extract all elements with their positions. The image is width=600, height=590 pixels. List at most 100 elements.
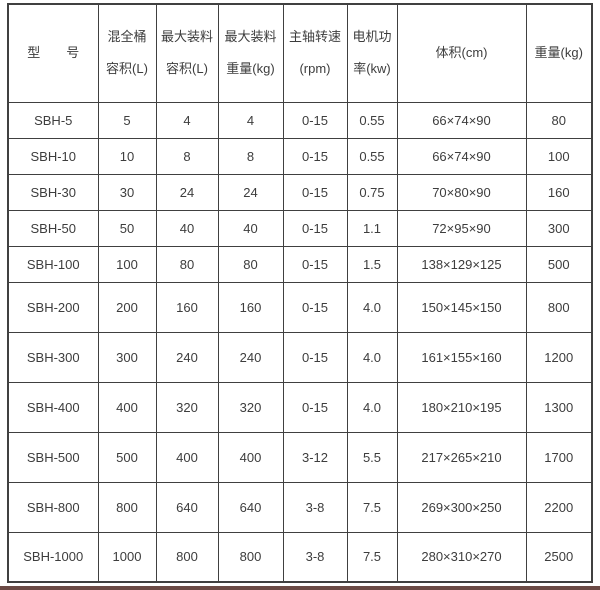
header-label: 重量(kg): [534, 44, 583, 60]
table-cell: 640: [217, 481, 284, 533]
table-cell: 24: [155, 173, 219, 211]
table-cell: 800: [525, 281, 593, 333]
table-cell: 0-15: [282, 137, 348, 175]
header-label: (rpm): [299, 60, 331, 76]
table-cell: 7.5: [346, 481, 398, 533]
table-row: SBH-10 10 8 8 0-15 0.55 66×74×90 100: [7, 137, 593, 175]
column-header-motor-power: 电机功 率(kw): [346, 3, 398, 103]
table-cell: 269×300×250: [396, 481, 527, 533]
table-cell: 8: [155, 137, 219, 175]
spec-table: 型 号 混全桶 容积(L) 最大装料 容积(L) 最大装料 重量(kg) 主轴转…: [7, 3, 593, 583]
table-cell: 4.0: [346, 281, 398, 333]
table-cell: 1000: [97, 531, 157, 583]
table-row: SBH-1000 1000 800 800 3-8 7.5 280×310×27…: [7, 531, 593, 583]
column-header-model: 型 号: [7, 3, 99, 103]
table-body: SBH-5 5 4 4 0-15 0.55 66×74×90 80 SBH-10…: [7, 101, 593, 583]
table-cell: 50: [97, 209, 157, 247]
table-cell: 8: [217, 137, 284, 175]
table-cell: 1.5: [346, 245, 398, 283]
column-header-barrel-volume: 混全桶 容积(L): [97, 3, 157, 103]
table-cell: 400: [217, 431, 284, 483]
table-cell: 0-15: [282, 331, 348, 383]
table-cell: 4.0: [346, 331, 398, 383]
table-row: SBH-100 100 80 80 0-15 1.5 138×129×125 5…: [7, 245, 593, 283]
model-cell: SBH-500: [7, 431, 99, 483]
table-cell: 160: [525, 173, 593, 211]
table-cell: 3-8: [282, 531, 348, 583]
table-cell: 70×80×90: [396, 173, 527, 211]
header-label: 容积(L): [166, 60, 208, 76]
header-label: 主轴转速: [288, 28, 341, 44]
table-cell: 100: [525, 137, 593, 175]
model-cell: SBH-100: [7, 245, 99, 283]
header-label: 型 号: [27, 44, 80, 60]
table-cell: 0-15: [282, 245, 348, 283]
header-label: 电机功: [352, 28, 392, 44]
table-row: SBH-800 800 640 640 3-8 7.5 269×300×250 …: [7, 481, 593, 533]
table-cell: 217×265×210: [396, 431, 527, 483]
table-cell: 2200: [525, 481, 593, 533]
column-header-max-load-weight: 最大装料 重量(kg): [217, 3, 284, 103]
header-label: 混全桶: [107, 28, 147, 44]
table-cell: 40: [155, 209, 219, 247]
table-cell: 180×210×195: [396, 381, 527, 433]
table-cell: 0-15: [282, 101, 348, 139]
table-cell: 80: [155, 245, 219, 283]
table-cell: 10: [97, 137, 157, 175]
model-cell: SBH-1000: [7, 531, 99, 583]
table-cell: 150×145×150: [396, 281, 527, 333]
table-cell: 320: [217, 381, 284, 433]
table-cell: 160: [217, 281, 284, 333]
table-cell: 400: [155, 431, 219, 483]
table-cell: 1200: [525, 331, 593, 383]
table-cell: 5.5: [346, 431, 398, 483]
table-cell: 0-15: [282, 209, 348, 247]
table-cell: 0.55: [346, 137, 398, 175]
table-cell: 200: [97, 281, 157, 333]
table-cell: 30: [97, 173, 157, 211]
bottom-edge-bar: [0, 586, 600, 590]
table-cell: 138×129×125: [396, 245, 527, 283]
model-cell: SBH-5: [7, 101, 99, 139]
table-row: SBH-30 30 24 24 0-15 0.75 70×80×90 160: [7, 173, 593, 211]
table-cell: 5: [97, 101, 157, 139]
table-cell: 100: [97, 245, 157, 283]
header-label: 容积(L): [106, 60, 148, 76]
table-cell: 500: [525, 245, 593, 283]
table-cell: 3-12: [282, 431, 348, 483]
model-cell: SBH-10: [7, 137, 99, 175]
header-row: 型 号 混全桶 容积(L) 最大装料 容积(L) 最大装料 重量(kg) 主轴转…: [7, 3, 593, 103]
table-cell: 80: [525, 101, 593, 139]
table-cell: 24: [217, 173, 284, 211]
header-label: 体积(cm): [435, 44, 488, 60]
column-header-weight: 重量(kg): [525, 3, 593, 103]
table-row: SBH-200 200 160 160 0-15 4.0 150×145×150…: [7, 281, 593, 333]
model-cell: SBH-800: [7, 481, 99, 533]
header-label: 重量(kg): [226, 60, 275, 76]
table-cell: 2500: [525, 531, 593, 583]
table-cell: 4.0: [346, 381, 398, 433]
table-cell: 1300: [525, 381, 593, 433]
column-header-dimensions: 体积(cm): [396, 3, 527, 103]
table-cell: 0.75: [346, 173, 398, 211]
model-cell: SBH-30: [7, 173, 99, 211]
table-cell: 40: [217, 209, 284, 247]
column-header-spindle-speed: 主轴转速 (rpm): [282, 3, 348, 103]
table-cell: 4: [155, 101, 219, 139]
table-row: SBH-400 400 320 320 0-15 4.0 180×210×195…: [7, 381, 593, 433]
column-header-max-load-volume: 最大装料 容积(L): [155, 3, 219, 103]
model-cell: SBH-300: [7, 331, 99, 383]
table-cell: 72×95×90: [396, 209, 527, 247]
table-cell: 240: [155, 331, 219, 383]
table-row: SBH-5 5 4 4 0-15 0.55 66×74×90 80: [7, 101, 593, 139]
table-cell: 66×74×90: [396, 101, 527, 139]
model-cell: SBH-50: [7, 209, 99, 247]
table-cell: 800: [155, 531, 219, 583]
table-cell: 280×310×270: [396, 531, 527, 583]
table-cell: 1700: [525, 431, 593, 483]
table-cell: 300: [97, 331, 157, 383]
table-cell: 80: [217, 245, 284, 283]
table-cell: 400: [97, 381, 157, 433]
table-cell: 0-15: [282, 173, 348, 211]
table-row: SBH-50 50 40 40 0-15 1.1 72×95×90 300: [7, 209, 593, 247]
